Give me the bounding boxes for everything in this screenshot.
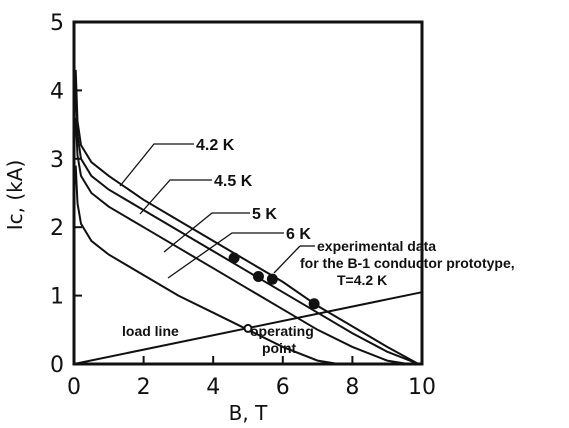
curve-leader-line [163, 212, 250, 253]
label-curve-6K: 6 K [286, 226, 311, 243]
curve-leader-line [119, 143, 194, 187]
annotation-leaders [119, 143, 315, 279]
x-tick-label: 6 [276, 375, 290, 400]
curve-6-K [74, 165, 339, 365]
y-tick-label: 1 [50, 285, 64, 310]
y-axis-ticks: 0 1 2 3 4 5 [50, 11, 82, 378]
x-axis-label: B, T [229, 401, 268, 425]
x-tick-label: 8 [345, 375, 359, 400]
label-curve-5K: 5 K [252, 206, 277, 223]
curve-leader-line [167, 232, 284, 279]
label-experimental-3: T=4.2 K [337, 272, 387, 288]
x-tick-label: 0 [67, 375, 81, 400]
label-experimental-2: for the B-1 conductor prototype, [300, 255, 515, 271]
label-experimental-1: experimental data [317, 238, 436, 254]
curve-leader-line [139, 179, 212, 215]
curve-4-5-K [74, 90, 419, 365]
x-tick-label: 4 [206, 375, 220, 400]
y-tick-label: 0 [50, 353, 64, 378]
experimental-leader-line [273, 245, 301, 274]
curves-group [73, 69, 423, 365]
y-tick-label: 4 [50, 79, 64, 104]
x-axis-ticks: 0 2 4 6 8 10 [67, 356, 436, 400]
experimental-points-group [228, 252, 320, 333]
y-tick-label: 5 [50, 11, 64, 36]
label-operating-2: point [262, 340, 297, 356]
experimental-point [228, 252, 240, 264]
experimental-point [266, 273, 278, 285]
label-curve-4-5K: 4.5 K [214, 173, 253, 190]
curve-4-2-K [74, 69, 419, 365]
y-tick-label: 3 [50, 148, 64, 173]
operating-point-marker [243, 323, 253, 333]
y-tick-label: 2 [50, 216, 64, 241]
experimental-point [308, 298, 320, 310]
x-tick-label: 2 [137, 375, 151, 400]
label-operating-1: operating [250, 323, 314, 339]
label-curve-4-2K: 4.2 K [196, 137, 235, 154]
plot-frame [72, 20, 424, 366]
x-tick-label: 10 [408, 375, 436, 400]
experimental-point [252, 270, 264, 282]
y-axis-label: Ic, (kA) [3, 160, 27, 230]
label-load-line: load line [122, 323, 179, 339]
